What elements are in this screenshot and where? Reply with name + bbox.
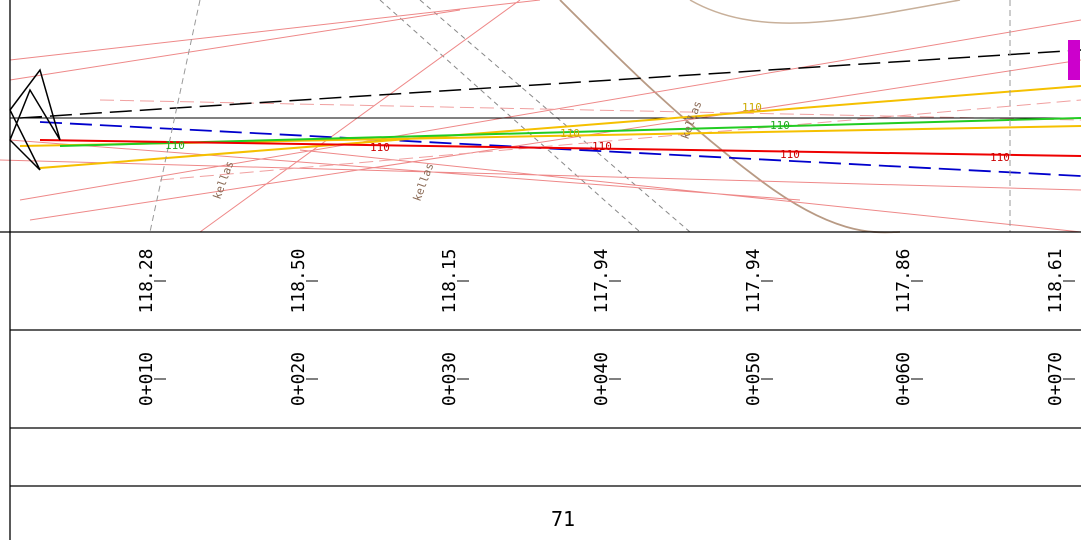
elevation-label: 117.94 [743, 248, 764, 313]
elevation-label: 118.50 [288, 248, 309, 313]
station-label: 0+020 [288, 352, 309, 406]
page-number: 71 [551, 507, 575, 531]
station-label: 0+010 [136, 352, 157, 406]
plan-label: 110 [780, 148, 800, 161]
elevation-label: 117.86 [893, 248, 914, 313]
cable-line [99, 99, 1081, 181]
plan-label: 110 [990, 151, 1010, 164]
elevation-label: 118.15 [439, 248, 460, 313]
marker [1068, 40, 1080, 80]
station-label: 0+050 [743, 352, 764, 406]
plan-label: 110 [560, 127, 580, 140]
plan-label: 110 [165, 139, 185, 152]
road-edge [379, 0, 691, 233]
station-label: 0+040 [591, 352, 612, 406]
cable-line [0, 0, 1081, 233]
plan-label: 110 [770, 119, 790, 132]
plan-label: 110 [742, 101, 762, 114]
elevation-label: 118.61 [1045, 248, 1066, 313]
station-label: 0+060 [893, 352, 914, 406]
grey-dashed [149, 0, 1011, 233]
station-label: 0+030 [439, 352, 460, 406]
plan-view [0, 0, 1081, 234]
black-dashed-line [19, 49, 1081, 119]
elevation-label: 117.94 [591, 248, 612, 313]
red-line [39, 139, 1081, 157]
plan-label: 110 [370, 141, 390, 154]
contour [689, 0, 961, 24]
pylon-symbol [9, 68, 61, 171]
station-label: 0+070 [1045, 352, 1066, 406]
green-line [59, 117, 1081, 147]
elevation-label: 118.28 [136, 248, 157, 313]
plan-label: 110 [592, 140, 612, 153]
